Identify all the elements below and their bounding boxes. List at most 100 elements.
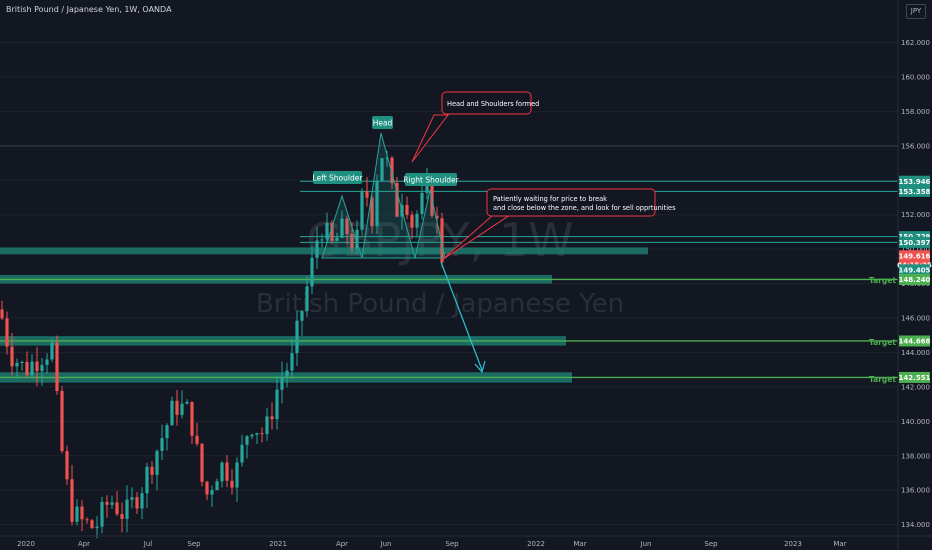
candle-body	[100, 501, 104, 527]
price-tick-label: 138.000	[901, 452, 930, 460]
currency-button[interactable]: JPY	[906, 4, 926, 19]
candle-body	[370, 197, 374, 227]
price-tag: 144.668	[899, 335, 931, 347]
candle-body	[290, 353, 294, 371]
candle-body	[260, 433, 264, 435]
price-tag-bg	[899, 250, 930, 262]
candle-body	[345, 218, 349, 234]
candle-body	[375, 180, 379, 227]
price-tag-bg	[899, 264, 930, 276]
candle-body	[145, 466, 149, 494]
candle-body	[410, 214, 414, 228]
time-tick-label: 2021	[269, 540, 287, 548]
time-tick-label: 2023	[784, 540, 802, 548]
candle-body	[70, 479, 74, 522]
candle-body	[125, 499, 129, 519]
candle-body	[175, 400, 179, 415]
price-tick-label: 134.000	[901, 521, 930, 529]
price-tag-bg	[899, 371, 930, 383]
price-tag: 149.405	[899, 264, 931, 276]
price-tick-label: 160.000	[901, 73, 930, 81]
candle-body	[35, 361, 39, 372]
candle-body	[380, 158, 384, 181]
price-tag-label: 153.946	[899, 178, 931, 186]
candle-body	[45, 359, 49, 365]
projection-arrow	[440, 261, 486, 374]
callout-head-shoulders-text: Head and Shoulders formed	[447, 100, 539, 108]
candle-body	[355, 229, 359, 249]
price-tag: 153.358	[899, 185, 931, 197]
callout-head-shoulders[interactable]: Head and Shoulders formed	[411, 91, 539, 163]
price-tick-label: 144.000	[901, 349, 930, 357]
candle-body	[105, 501, 109, 505]
candle-body	[215, 481, 219, 491]
candle-body	[340, 218, 344, 238]
candle-body	[320, 239, 324, 241]
candle-body	[140, 493, 144, 509]
price-tag-label: 150.397	[899, 239, 931, 247]
price-tag: 142.551	[899, 371, 931, 383]
price-tick-label: 140.000	[901, 418, 930, 426]
candle-body	[60, 390, 64, 452]
candle-body	[335, 237, 339, 241]
candle-body	[365, 191, 369, 198]
candle-body	[180, 403, 184, 415]
candle-body	[415, 213, 419, 228]
price-tag: 148.240	[899, 273, 931, 285]
candle-body	[395, 183, 399, 217]
head-label-text: Head	[373, 119, 393, 128]
price-tag-label: 144.668	[899, 338, 931, 346]
price-tag-label: 149.616	[899, 252, 931, 260]
time-axis[interactable]: 2020 Apr Jul Sep 2021 Apr Jun Sep 2022 Mar Jun Sep 2…	[0, 535, 932, 548]
candle-body	[250, 434, 254, 437]
price-tag-label: 142.551	[899, 374, 931, 382]
watermark-name: British Pound / Japanese Yen	[256, 289, 624, 319]
candle-body	[405, 204, 409, 215]
candle-body	[160, 438, 164, 451]
candle-body	[440, 218, 444, 263]
candle-body	[115, 502, 119, 515]
candle-body	[205, 481, 209, 495]
callout-waiting-line2: and close below the zone, and look for s…	[493, 204, 676, 212]
candle-body	[235, 462, 239, 488]
candle-body	[200, 443, 204, 482]
candle-body	[110, 502, 114, 505]
candle-body	[390, 157, 394, 184]
time-tick-label: 2020	[17, 540, 35, 548]
left-shoulder-label[interactable]: Left Shoulder	[313, 171, 364, 184]
candle-body	[230, 480, 234, 488]
candle-body	[385, 157, 389, 159]
price-tag: 149.616	[899, 250, 931, 262]
candle-body	[30, 361, 34, 376]
price-tag-bg	[899, 335, 930, 347]
candle-body	[275, 389, 279, 420]
candle-body	[305, 286, 309, 312]
price-tick-label: 162.000	[901, 39, 930, 47]
price-tag-label: 153.358	[899, 188, 931, 196]
price-tag-bg	[899, 185, 930, 197]
candle-body	[265, 416, 269, 435]
right-shoulder-label[interactable]: Right Shoulder	[403, 173, 460, 186]
candle-body	[95, 526, 99, 529]
candle-body	[315, 240, 319, 258]
price-tick-label: 158.000	[901, 108, 930, 116]
candle-body	[195, 435, 199, 444]
head-label[interactable]: Head	[372, 116, 393, 129]
time-tick-label: Jul	[143, 540, 153, 548]
target-label-3: Target	[869, 375, 896, 384]
candle-body	[240, 444, 244, 463]
candle-body	[75, 506, 79, 522]
candle-body	[270, 416, 274, 420]
callout-waiting[interactable]: Patiently waiting for price to break and…	[441, 188, 676, 261]
candle-body	[295, 320, 299, 354]
candle-body	[155, 450, 159, 475]
candle-body	[80, 506, 84, 520]
candle-body	[245, 436, 249, 445]
candle-body	[225, 462, 229, 481]
time-tick-label: Sep	[187, 540, 201, 548]
price-tags: 153.946153.358150.729150.397149.61604:15…	[897, 175, 932, 383]
price-tag-label: 148.240	[899, 276, 931, 284]
candle-body	[55, 342, 59, 391]
time-tick-label: 2022	[527, 540, 545, 548]
